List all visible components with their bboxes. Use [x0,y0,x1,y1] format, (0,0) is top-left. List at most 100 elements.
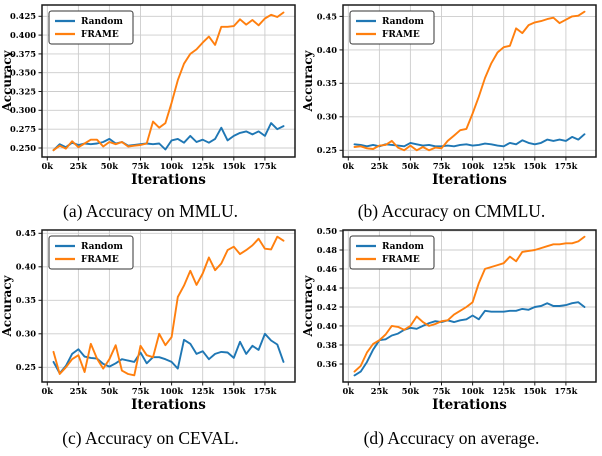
line-random [52,332,285,375]
x-tick-label: 50k [101,161,119,171]
caption-b: (b) Accuracy on CMMLU. [357,201,546,221]
chart-average: 0k 25k 50k 75k 100k 125k 150k 175k 0.36 0.38 0.40 0… [301,226,597,413]
axis-ticks [339,15,567,161]
caption-a: (a) Accuracy on MMLU. [63,201,238,221]
line-random [52,122,285,152]
x-tick-label: 175k [253,161,276,171]
x-tick-label: 25k [70,386,88,396]
y-axis-label: Accuracy [301,274,315,337]
x-tick-label: 75k [132,386,150,396]
line-frame [353,235,586,373]
legend: Random FRAME [48,10,134,45]
tick-labels: 0k 25k 50k 75k 100k 125k 150k 175k 0.25 0.30 0.35 0… [317,11,578,171]
y-tick-label: 0.38 [317,340,337,350]
y-tick-label: 0.44 [317,283,337,293]
x-tick-label: 100k [461,161,484,171]
chart-cmmlu: 0k 25k 50k 75k 100k 125k 150k 175k 0.25 0.30 0.35 0… [301,4,597,188]
legend-label-frame: FRAME [382,30,420,40]
caption-c: (c) Accuracy on CEVAL. [62,428,239,448]
tick-labels: 0k 25k 50k 75k 100k 125k 150k 175k 0.25 0.30 0.35 0… [16,228,277,396]
tick-labels: 0k 25k 50k 75k 100k 125k 150k 175k 0.36 0.38 0.40 0… [317,226,578,396]
tick-labels: 0k 25k 50k 75k 100k 125k 150k 175k 0.250 0.275 0.3… [10,11,277,171]
y-tick-label: 0.48 [317,245,337,255]
legend: Random FRAME [48,235,134,270]
y-tick-label: 0.30 [16,329,36,339]
y-axis-label: Accuracy [0,49,14,112]
legend-label-frame: FRAME [382,255,420,265]
x-axis-label: Iterations [432,172,507,188]
x-tick-label: 150k [222,386,245,396]
y-tick-label: 0.25 [16,362,36,372]
y-tick-label: 0.46 [317,264,337,274]
y-tick-label: 0.40 [317,321,337,331]
x-tick-label: 0k [42,161,54,171]
y-tick-label: 0.30 [317,112,337,122]
plot-border [41,229,296,383]
y-tick-label: 0.350 [10,68,36,78]
y-tick-label: 0.50 [317,226,337,236]
panel-c: 0k 25k 50k 75k 100k 125k 150k 175k 0.25 0.30 0.35 0… [0,225,301,456]
x-tick-label: 125k [191,161,214,171]
x-tick-label: 50k [402,161,420,171]
x-tick-label: 0k [343,161,355,171]
legend: Random FRAME [349,235,435,270]
x-axis-label: Iterations [131,397,206,413]
y-tick-label: 0.42 [317,302,337,312]
x-tick-label: 125k [492,386,515,396]
x-tick-label: 25k [371,161,389,171]
y-tick-label: 0.400 [10,30,36,40]
legend-label-random: Random [81,242,123,252]
caption-d: (d) Accuracy on average. [363,428,540,448]
figure-row-bottom: 0k 25k 50k 75k 100k 125k 150k 175k 0.25 0.30 0.35 0… [0,225,602,456]
x-tick-label: 25k [371,386,389,396]
x-tick-label: 75k [132,161,150,171]
x-tick-label: 75k [433,161,451,171]
x-tick-label: 0k [42,386,54,396]
x-tick-label: 150k [523,386,546,396]
y-tick-label: 0.25 [317,145,337,155]
y-tick-label: 0.45 [16,228,36,238]
x-tick-label: 150k [222,161,245,171]
x-axis-label: Iterations [432,397,507,413]
x-tick-label: 150k [523,161,546,171]
chart-ceval: 0k 25k 50k 75k 100k 125k 150k 175k 0.25 0.30 0.35 0… [0,228,296,413]
x-tick-label: 125k [191,386,214,396]
figure-row-top: 0k 25k 50k 75k 100k 125k 150k 175k 0.250 0.275 0.3… [0,0,602,225]
x-tick-label: 75k [433,386,451,396]
x-tick-label: 50k [402,386,420,396]
legend-box [349,10,435,45]
y-tick-label: 0.300 [10,105,36,115]
axis-ticks [38,232,266,386]
x-tick-label: 175k [554,161,577,171]
x-tick-label: 100k [160,386,183,396]
x-tick-label: 100k [461,386,484,396]
legend-label-frame: FRAME [81,30,119,40]
line-random [353,301,586,377]
x-tick-label: 125k [492,161,515,171]
grid-lines [42,5,295,157]
panel-a: 0k 25k 50k 75k 100k 125k 150k 175k 0.250 0.275 0.3… [0,0,301,225]
plot-border [342,229,597,383]
x-tick-label: 0k [343,386,355,396]
x-tick-label: 100k [160,161,183,171]
y-tick-label: 0.35 [317,78,337,88]
legend-label-frame: FRAME [81,255,119,265]
y-tick-label: 0.45 [317,11,337,21]
x-tick-label: 25k [70,161,88,171]
y-axis-label: Accuracy [0,274,14,337]
legend: Random FRAME [349,10,435,45]
legend-box [349,235,435,270]
y-tick-label: 0.250 [10,143,36,153]
x-axis-label: Iterations [131,172,206,188]
y-tick-label: 0.375 [10,49,36,59]
legend-label-random: Random [382,17,424,27]
y-tick-label: 0.36 [317,359,337,369]
y-tick-label: 0.35 [16,295,36,305]
legend-box [48,10,134,45]
legend-label-random: Random [81,17,123,27]
line-frame [353,10,586,152]
x-tick-label: 175k [554,386,577,396]
y-axis-label: Accuracy [301,49,315,112]
legend-box [48,235,134,270]
